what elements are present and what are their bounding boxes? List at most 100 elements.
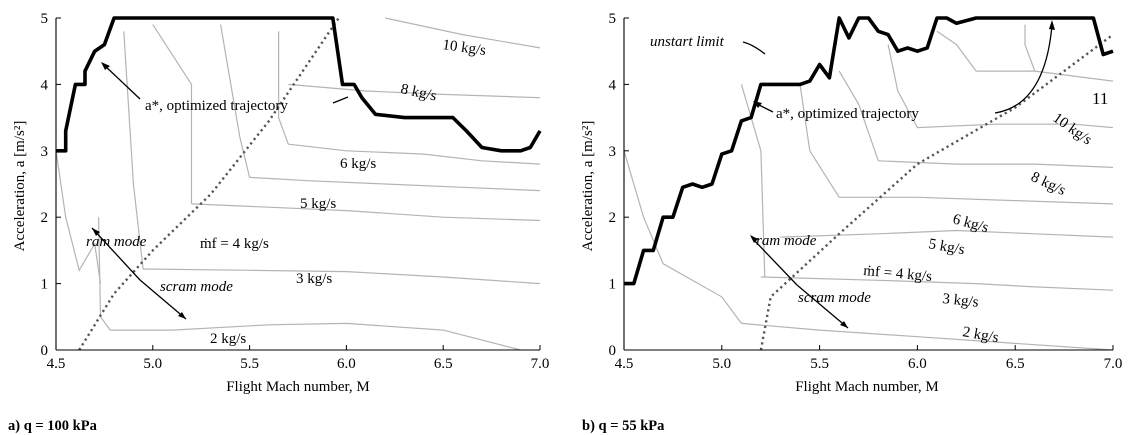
panel-b-trajectory-line (624, 16, 1114, 286)
panel-b-ticks: 4.5 5.0 5.5 6.0 6.5 7.0 0 1 2 3 4 5 (609, 11, 1123, 372)
panel-b-label-11: 11 (1092, 89, 1108, 108)
y-tick-label: 5 (609, 11, 617, 27)
panel-a-contour-label-10: 10 kg/s (441, 37, 487, 59)
x-tick-label: 5.5 (240, 356, 259, 372)
x-tick-label: 5.0 (712, 356, 731, 372)
panel-b: 4.5 5.0 5.5 6.0 6.5 7.0 0 1 2 3 4 5 Flight Mach num… (580, 11, 1122, 434)
y-tick-label: 4 (609, 77, 617, 93)
panel-b-contour-6 (976, 70, 1114, 82)
panel-b-scram-arrowhead (840, 321, 848, 328)
panel-b-unstart-limit-line (759, 33, 1114, 351)
panel-b-contour-branch-2 (799, 84, 840, 198)
x-tick-label: 7.0 (1104, 356, 1123, 372)
panel-b-contour-label-2: 2 kg/s (961, 324, 1000, 346)
panel-a-contour-1 (143, 268, 541, 285)
y-tick-label: 0 (41, 343, 49, 359)
panel-a-scram-arrow (139, 279, 187, 320)
panel-b-contour-branch-0 (623, 150, 742, 324)
panel-a-contour-label-3: 3 kg/s (296, 271, 332, 287)
panel-b-trajectory-arrowhead-left (753, 101, 762, 108)
panel-a-trajectory-arrowhead-left (101, 62, 110, 70)
panel-b-contour-branch-1 (740, 84, 766, 278)
x-tick-label: 6.5 (1006, 356, 1025, 372)
panel-b-trajectory-arrowhead-right (1049, 20, 1055, 30)
panel-b-contour-0 (741, 322, 1114, 351)
panel-a-scram-mode-label: scram mode (160, 279, 233, 295)
y-tick-label: 3 (41, 144, 49, 160)
panel-b-unstart-limit-group (759, 33, 1114, 351)
x-tick-label: 4.5 (47, 356, 66, 372)
panel-b-caption: b) q = 55 kPa (582, 418, 665, 434)
panel-b-contours (623, 24, 1114, 351)
panel-a-caption: a) q = 100 kPa (8, 418, 98, 434)
panel-b-x-axis-label: Flight Mach number, M (795, 379, 939, 395)
y-tick-label: 1 (41, 277, 49, 293)
panel-b-contour-label-10: 10 kg/s (1050, 110, 1095, 148)
panel-b-contour-label-3: 3 kg/s (942, 291, 980, 311)
panel-b-contour-branch-6 (1024, 24, 1036, 72)
panel-a-x-axis-label: Flight Mach number, M (226, 379, 370, 395)
panel-a-ticks: 4.5 5.0 5.5 6.0 6.5 7.0 0 1 2 3 4 5 (41, 11, 550, 372)
panel-a-y-axis-label: Acceleration, a [m/s²] (12, 121, 28, 252)
panel-a-contour-branch-3 (152, 24, 193, 204)
panel-b-contour-label-8: 8 kg/s (1028, 169, 1068, 199)
x-tick-label: 6.5 (434, 356, 453, 372)
panel-b-unstart-arrow (742, 41, 766, 55)
panel-b-trajectory-arrow-right (994, 24, 1053, 114)
panel-a-ram-mode-label: ram mode (86, 234, 147, 250)
panel-b-contour-label-6: 6 kg/s (951, 211, 990, 236)
panel-a-contours (55, 17, 541, 351)
x-tick-label: 6.0 (337, 356, 356, 372)
panel-a-contour-4 (288, 143, 541, 165)
panel-a-contour-label-4: ṁf = 4 kg/s (200, 236, 269, 252)
panel-b-contour-5 (917, 123, 1114, 129)
x-tick-label: 4.5 (615, 356, 634, 372)
panel-b-contour-label-5: 5 kg/s (927, 236, 966, 258)
y-tick-label: 5 (41, 11, 49, 27)
panel-a-contour-label-8: 8 kg/s (399, 81, 438, 104)
panel-a-contour-label-2: 2 kg/s (210, 331, 246, 347)
panel-b-trajectory-label: a*, optimized trajectory (776, 106, 919, 122)
panel-a-contour-branch-4 (220, 24, 251, 178)
y-tick-label: 1 (609, 277, 617, 293)
panel-a-contour-branch-1 (98, 217, 173, 331)
panel-b-contour-branch-4 (887, 44, 918, 128)
panel-a-contour-branch-0 (55, 150, 102, 284)
x-tick-label: 5.5 (810, 356, 829, 372)
y-tick-label: 2 (41, 210, 49, 226)
panel-a-trajectory-line (56, 16, 542, 153)
panel-a-contour-5 (288, 83, 541, 99)
panel-a-unstart-limit-line (78, 17, 340, 351)
panel-a-unstart-limit-group (78, 17, 340, 351)
x-tick-label: 7.0 (531, 356, 550, 372)
x-tick-label: 6.0 (908, 356, 927, 372)
y-tick-label: 2 (609, 210, 617, 226)
panel-a-contour-0 (172, 322, 521, 351)
y-tick-label: 3 (609, 144, 617, 160)
panel-b-contour-branch-3 (838, 70, 879, 161)
panel-b-contour-1 (760, 276, 1114, 291)
panel-b-ram-arrowhead (750, 235, 758, 243)
panel-a-contour-3 (249, 176, 541, 192)
panel-b-y-axis-label: Acceleration, a [m/s²] (580, 121, 596, 252)
panel-b-scram-arrow (796, 284, 849, 329)
panel-b-scram-mode-label: scram mode (798, 290, 871, 306)
panel-a-trajectory-group (56, 16, 542, 153)
panel-a-scram-arrowhead (178, 312, 186, 319)
panel-a-contour-label-5: 5 kg/s (300, 196, 336, 212)
y-tick-label: 0 (609, 343, 617, 359)
panel-a-trajectory-arrow-left (102, 63, 141, 100)
panel-a-trajectory-arrow-right (332, 96, 349, 104)
panel-a-contour-label-6: 6 kg/s (340, 156, 376, 172)
panel-b-contour-branch-5 (936, 30, 977, 72)
panel-b-ram-arrow (751, 237, 798, 286)
panel-b-unstart-limit-label: unstart limit (650, 34, 725, 50)
panel-a: 4.5 5.0 5.5 6.0 6.5 7.0 0 1 2 3 4 5 Flight Mach num… (8, 11, 549, 434)
panel-b-contour-label-4: ṁf = 4 kg/s (863, 263, 933, 285)
panel-b-trajectory-group (624, 16, 1114, 286)
panel-a-contour-branch-5 (278, 31, 289, 145)
panel-b-contour-2 (780, 229, 1114, 238)
x-tick-label: 5.0 (143, 356, 162, 372)
panel-a-trajectory-label: a*, optimized trajectory (145, 98, 288, 114)
